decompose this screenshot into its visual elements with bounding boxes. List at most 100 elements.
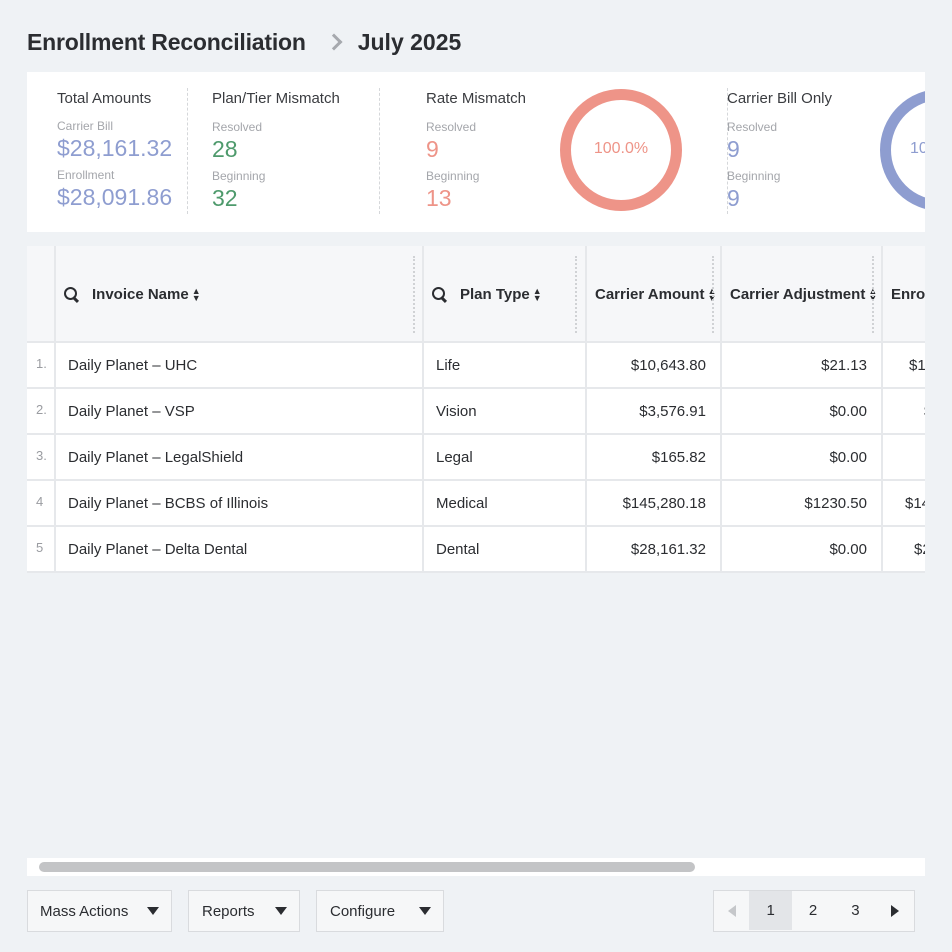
column-header-invoice-name[interactable]: Invoice Name ▲ ▼ bbox=[56, 246, 424, 343]
configure-label: Configure bbox=[330, 902, 396, 920]
breadcrumb: Enrollment Reconciliation July 2025 bbox=[27, 26, 461, 58]
rate-beginning-value: 13 bbox=[426, 185, 452, 211]
sort-icon[interactable]: ▲ ▼ bbox=[707, 285, 717, 303]
reports-dropdown[interactable]: Reports bbox=[188, 890, 300, 932]
carrier-only-donut-chart: 10 bbox=[880, 89, 925, 211]
divider bbox=[379, 88, 380, 214]
plan-type-cell: Dental bbox=[424, 527, 587, 571]
invoice-name-cell: Daily Planet – Delta Dental bbox=[56, 527, 424, 571]
column-label: Carrier Amount bbox=[595, 286, 705, 303]
rate-donut-label: 100.0% bbox=[593, 140, 649, 157]
plan-type-cell: Life bbox=[424, 343, 587, 387]
page-title: Enrollment Reconciliation bbox=[27, 28, 306, 55]
plan-type-cell: Legal bbox=[424, 435, 587, 479]
plan-tier-resolved-label: Resolved bbox=[212, 120, 263, 134]
mass-actions-label: Mass Actions bbox=[40, 902, 129, 920]
carrier-only-donut-label: 10 bbox=[910, 140, 925, 157]
enrollment-cell: $ bbox=[883, 389, 925, 433]
carrier-only-group: Carrier Bill Only Resolved 9 Beginning 9 bbox=[727, 72, 867, 232]
carrier-bill-label: Carrier Bill bbox=[57, 119, 114, 133]
carrier-amount-cell: $145,280.18 bbox=[587, 481, 722, 525]
enrollment-cell bbox=[883, 435, 925, 479]
reconciliation-table: Invoice Name ▲ ▼ Plan Type ▲ ▼ Carrier Amo… bbox=[27, 246, 925, 573]
total-amounts-group: Total Amounts Carrier Bill $28,161.32 En… bbox=[57, 72, 187, 232]
table-row[interactable]: 5 Daily Planet – Delta Dental Dental $28… bbox=[27, 527, 925, 573]
table-row[interactable]: 3. Daily Planet – LegalShield Legal $165… bbox=[27, 435, 925, 481]
rate-mismatch-group: Rate Mismatch Resolved 9 Beginning 13 bbox=[426, 72, 566, 232]
table-row[interactable]: 1. Daily Planet – UHC Life $10,643.80 $2… bbox=[27, 343, 925, 389]
enrollment-cell: $2 bbox=[914, 540, 925, 558]
rate-donut-chart: 100.0% bbox=[560, 89, 682, 211]
column-header-carrier-adjustment[interactable]: Carrier Adjustment ▲ ▼ bbox=[722, 246, 883, 343]
page-3-button[interactable]: 3 bbox=[851, 902, 860, 919]
horizontal-scrollbar[interactable] bbox=[27, 858, 925, 876]
enrollment-label: Enrollment bbox=[57, 168, 115, 182]
plan-tier-group: Plan/Tier Mismatch Resolved 28 Beginning… bbox=[212, 72, 372, 232]
rate-resolved-label: Resolved bbox=[426, 120, 477, 134]
column-resize-handle[interactable] bbox=[712, 256, 714, 333]
row-index: 3. bbox=[27, 435, 56, 479]
chevron-right-icon bbox=[325, 33, 343, 51]
row-index: 4 bbox=[27, 481, 56, 525]
invoice-name-cell: Daily Planet – VSP bbox=[56, 389, 424, 433]
prev-page-icon[interactable] bbox=[714, 891, 749, 930]
page-1-button[interactable]: 1 bbox=[749, 891, 792, 930]
carrier-only-title: Carrier Bill Only bbox=[727, 90, 833, 107]
configure-dropdown[interactable]: Configure bbox=[316, 890, 444, 932]
carrier-amount-cell: $165.82 bbox=[587, 435, 722, 479]
sort-icon[interactable]: ▲ ▼ bbox=[532, 285, 542, 303]
plan-type-cell: Vision bbox=[424, 389, 587, 433]
caret-down-icon bbox=[275, 907, 287, 915]
plan-tier-beginning-value: 32 bbox=[212, 185, 238, 211]
enrollment-cell: $10 bbox=[909, 356, 925, 374]
search-icon[interactable] bbox=[64, 287, 79, 302]
mass-actions-dropdown[interactable]: Mass Actions bbox=[27, 890, 172, 932]
column-resize-handle[interactable] bbox=[872, 256, 874, 333]
divider bbox=[187, 88, 188, 214]
column-resize-handle[interactable] bbox=[413, 256, 415, 333]
table-header: Invoice Name ▲ ▼ Plan Type ▲ ▼ Carrier Amo… bbox=[27, 246, 925, 343]
table-row[interactable]: 2. Daily Planet – VSP Vision $3,576.91 $… bbox=[27, 389, 925, 435]
carrier-adjustment-cell: $0.00 bbox=[722, 435, 883, 479]
carrier-only-resolved-label: Resolved bbox=[727, 120, 778, 134]
page-2-button[interactable]: 2 bbox=[808, 902, 818, 919]
carrier-adjustment-cell: $21.13 bbox=[722, 343, 883, 387]
index-column-header bbox=[27, 246, 56, 343]
invoice-name-cell: Daily Planet – LegalShield bbox=[56, 435, 424, 479]
column-header-enrollment[interactable]: Enrol bbox=[883, 246, 925, 343]
column-label: Invoice Name bbox=[92, 286, 189, 303]
invoice-name-cell: Daily Planet – BCBS of Illinois bbox=[56, 481, 424, 525]
carrier-amount-cell: $28,161.32 bbox=[587, 527, 722, 571]
plan-tier-title: Plan/Tier Mismatch bbox=[212, 90, 340, 107]
carrier-amount-cell: $10,643.80 bbox=[587, 343, 722, 387]
column-label: Carrier Adjustment bbox=[730, 286, 866, 303]
caret-down-icon bbox=[147, 907, 159, 915]
column-label: Plan Type bbox=[460, 286, 530, 303]
plan-tier-resolved-value: 28 bbox=[212, 136, 238, 162]
column-header-carrier-amount[interactable]: Carrier Amount ▲ ▼ bbox=[587, 246, 722, 343]
scrollbar-thumb[interactable] bbox=[39, 862, 695, 872]
sort-icon[interactable]: ▲ ▼ bbox=[191, 285, 201, 303]
row-index: 5 bbox=[27, 527, 56, 571]
carrier-bill-value: $28,161.32 bbox=[57, 135, 173, 161]
row-index: 1. bbox=[27, 343, 56, 387]
total-amounts-title: Total Amounts bbox=[57, 90, 152, 107]
carrier-only-resolved-value: 9 bbox=[727, 136, 740, 162]
carrier-adjustment-cell: $1230.50 bbox=[722, 481, 883, 525]
carrier-adjustment-cell: $0.00 bbox=[722, 527, 883, 571]
invoice-name-cell: Daily Planet – UHC bbox=[56, 343, 424, 387]
column-label: Enrol bbox=[891, 286, 925, 303]
column-header-plan-type[interactable]: Plan Type ▲ ▼ bbox=[424, 246, 587, 343]
carrier-amount-cell: $3,576.91 bbox=[587, 389, 722, 433]
table-row[interactable]: 4 Daily Planet – BCBS of Illinois Medica… bbox=[27, 481, 925, 527]
search-icon[interactable] bbox=[432, 287, 447, 302]
divider bbox=[727, 88, 728, 214]
carrier-adjustment-cell: $0.00 bbox=[722, 389, 883, 433]
pagination: 1 2 3 bbox=[713, 890, 915, 932]
rate-beginning-label: Beginning bbox=[426, 169, 480, 183]
column-resize-handle[interactable] bbox=[575, 256, 577, 333]
caret-down-icon bbox=[419, 907, 431, 915]
enrollment-value: $28,091.86 bbox=[57, 184, 173, 210]
next-page-icon[interactable] bbox=[877, 891, 914, 930]
